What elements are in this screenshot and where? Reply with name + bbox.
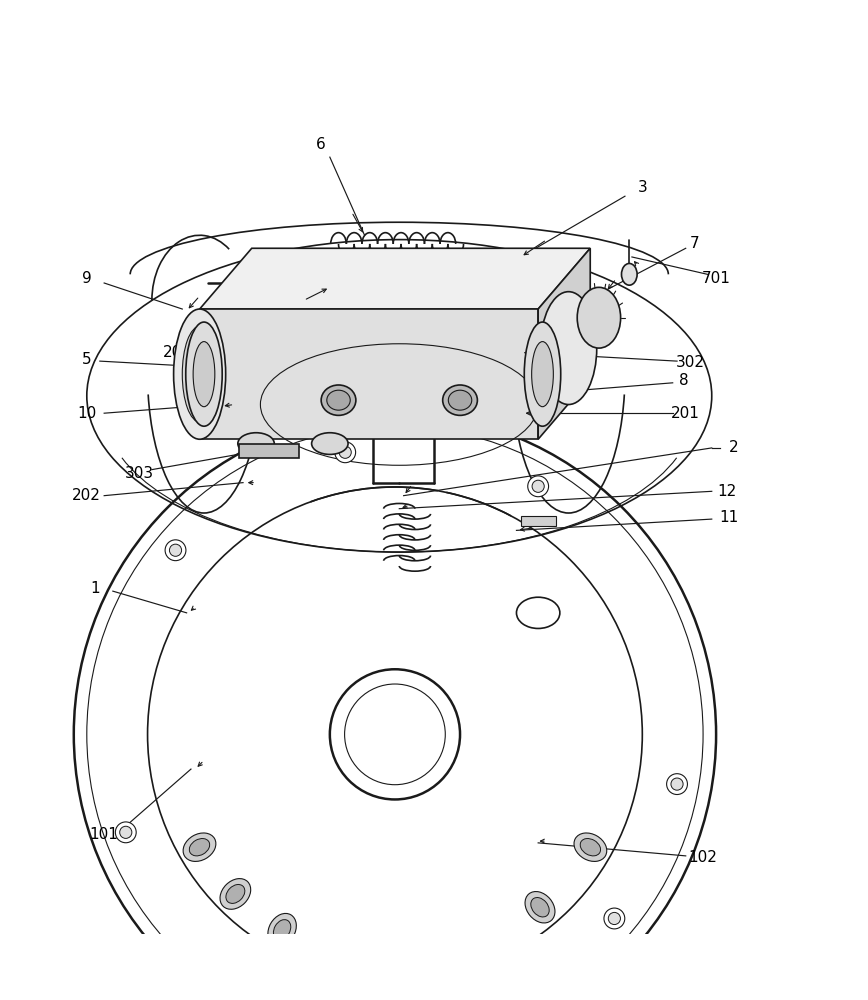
- Ellipse shape: [577, 287, 621, 348]
- Ellipse shape: [226, 884, 245, 903]
- Text: 10: 10: [77, 406, 96, 421]
- Ellipse shape: [525, 892, 555, 923]
- Text: 101: 101: [89, 827, 119, 842]
- Text: 6: 6: [316, 137, 326, 152]
- Ellipse shape: [183, 833, 216, 861]
- Circle shape: [115, 822, 136, 843]
- Ellipse shape: [387, 949, 403, 971]
- Text: 202: 202: [72, 488, 102, 503]
- Ellipse shape: [382, 943, 408, 977]
- Ellipse shape: [448, 390, 472, 410]
- Text: 12: 12: [718, 484, 737, 499]
- Ellipse shape: [174, 309, 226, 439]
- Text: 3: 3: [637, 180, 648, 195]
- Ellipse shape: [220, 879, 251, 909]
- Circle shape: [483, 993, 503, 1000]
- Ellipse shape: [531, 898, 549, 917]
- Ellipse shape: [621, 263, 637, 285]
- Circle shape: [169, 544, 181, 556]
- Circle shape: [604, 908, 625, 929]
- Text: 2: 2: [728, 440, 739, 455]
- Ellipse shape: [186, 322, 222, 426]
- Text: 303: 303: [124, 466, 154, 481]
- Polygon shape: [521, 516, 556, 526]
- Text: 201: 201: [671, 406, 700, 421]
- Text: 8: 8: [679, 373, 689, 388]
- Text: 302: 302: [675, 355, 705, 370]
- Circle shape: [335, 442, 356, 463]
- Ellipse shape: [540, 292, 597, 405]
- Ellipse shape: [193, 342, 214, 407]
- Text: 102: 102: [688, 850, 718, 865]
- Ellipse shape: [445, 942, 462, 963]
- Ellipse shape: [238, 433, 274, 454]
- Circle shape: [487, 997, 499, 1000]
- Circle shape: [671, 778, 683, 790]
- Ellipse shape: [323, 935, 350, 969]
- Circle shape: [532, 480, 544, 492]
- Text: 2011: 2011: [163, 345, 201, 360]
- Ellipse shape: [574, 833, 607, 861]
- Polygon shape: [200, 309, 538, 439]
- Circle shape: [528, 476, 549, 497]
- Circle shape: [165, 540, 186, 561]
- Ellipse shape: [524, 322, 561, 426]
- Ellipse shape: [440, 935, 467, 969]
- Ellipse shape: [328, 942, 345, 963]
- Circle shape: [339, 446, 352, 458]
- Ellipse shape: [443, 385, 477, 415]
- Text: 5: 5: [82, 352, 92, 367]
- Ellipse shape: [321, 385, 356, 415]
- Circle shape: [120, 826, 132, 838]
- Ellipse shape: [531, 342, 554, 407]
- Polygon shape: [200, 248, 590, 309]
- Text: 7: 7: [689, 236, 700, 251]
- Text: 9: 9: [82, 271, 92, 286]
- Ellipse shape: [326, 390, 351, 410]
- Ellipse shape: [189, 839, 210, 856]
- Text: 11: 11: [720, 510, 739, 525]
- Circle shape: [608, 912, 621, 925]
- Text: 1: 1: [90, 581, 101, 596]
- Polygon shape: [239, 444, 299, 458]
- Text: 701: 701: [701, 271, 731, 286]
- Circle shape: [667, 774, 687, 795]
- Ellipse shape: [268, 913, 296, 946]
- Ellipse shape: [273, 920, 291, 940]
- Ellipse shape: [182, 326, 217, 422]
- Ellipse shape: [580, 839, 601, 856]
- Polygon shape: [538, 248, 590, 439]
- Ellipse shape: [312, 433, 348, 454]
